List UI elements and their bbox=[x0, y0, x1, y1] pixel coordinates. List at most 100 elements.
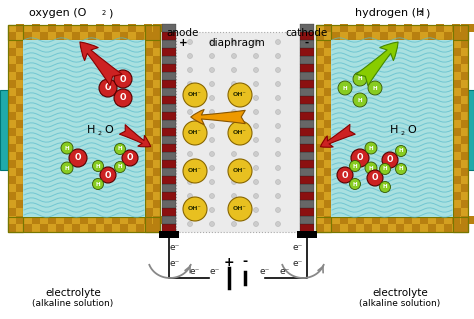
Bar bbox=[331, 40, 453, 217]
Bar bbox=[136, 224, 144, 232]
Bar bbox=[444, 32, 452, 40]
Circle shape bbox=[368, 81, 382, 95]
Circle shape bbox=[188, 81, 192, 86]
Circle shape bbox=[231, 221, 237, 226]
Circle shape bbox=[122, 150, 138, 166]
Circle shape bbox=[92, 160, 103, 172]
Bar bbox=[162, 184, 176, 192]
Bar bbox=[162, 192, 176, 200]
Bar bbox=[32, 24, 40, 32]
Bar bbox=[8, 208, 16, 216]
Text: H: H bbox=[96, 182, 100, 187]
Bar bbox=[316, 128, 324, 136]
Text: O: O bbox=[372, 174, 378, 182]
Circle shape bbox=[61, 162, 73, 174]
Bar bbox=[8, 217, 160, 232]
Bar bbox=[297, 231, 317, 238]
Bar bbox=[153, 168, 161, 176]
Bar bbox=[16, 24, 24, 32]
Bar bbox=[23, 40, 145, 217]
Bar bbox=[372, 24, 380, 32]
Bar bbox=[316, 192, 324, 200]
Text: electrolyte: electrolyte bbox=[372, 288, 428, 298]
Bar bbox=[316, 25, 468, 40]
Bar bbox=[453, 224, 461, 232]
Bar bbox=[145, 64, 153, 72]
Bar bbox=[162, 120, 176, 128]
Bar bbox=[16, 200, 24, 208]
Bar bbox=[380, 224, 388, 232]
Bar bbox=[300, 56, 314, 64]
Bar bbox=[153, 200, 161, 208]
Text: H: H bbox=[118, 165, 122, 169]
Bar bbox=[153, 104, 161, 112]
Bar bbox=[300, 32, 314, 40]
Text: e⁻: e⁻ bbox=[260, 268, 270, 277]
Bar bbox=[16, 88, 24, 96]
Bar bbox=[8, 25, 160, 40]
Bar bbox=[461, 216, 469, 224]
Bar bbox=[324, 200, 332, 208]
Text: O: O bbox=[357, 153, 363, 162]
Circle shape bbox=[231, 95, 237, 100]
Bar bbox=[324, 72, 332, 80]
Bar bbox=[300, 216, 314, 224]
Bar bbox=[388, 216, 396, 224]
Circle shape bbox=[275, 152, 281, 157]
Bar bbox=[340, 216, 348, 224]
Bar bbox=[452, 216, 460, 224]
Bar bbox=[324, 216, 332, 224]
Circle shape bbox=[275, 180, 281, 184]
Circle shape bbox=[367, 170, 383, 186]
Circle shape bbox=[275, 68, 281, 72]
Bar bbox=[348, 32, 356, 40]
Bar bbox=[162, 24, 176, 32]
Bar bbox=[8, 48, 16, 56]
Text: electrolyte: electrolyte bbox=[45, 288, 101, 298]
Bar bbox=[316, 208, 324, 216]
Bar bbox=[72, 32, 80, 40]
Text: $_2$: $_2$ bbox=[97, 129, 102, 137]
Bar bbox=[300, 152, 314, 160]
Text: H: H bbox=[353, 164, 357, 168]
Text: anode: anode bbox=[167, 28, 199, 38]
Bar bbox=[96, 216, 104, 224]
Bar bbox=[324, 120, 332, 128]
Bar bbox=[404, 216, 412, 224]
Bar bbox=[8, 25, 23, 232]
Bar bbox=[153, 216, 161, 224]
Text: e⁻: e⁻ bbox=[170, 243, 180, 253]
Bar bbox=[64, 216, 72, 224]
Bar bbox=[145, 32, 153, 40]
Bar bbox=[40, 32, 48, 40]
Bar bbox=[24, 224, 32, 232]
Text: H: H bbox=[390, 125, 398, 135]
Bar bbox=[8, 160, 16, 168]
Circle shape bbox=[183, 83, 207, 107]
Circle shape bbox=[275, 221, 281, 226]
Bar bbox=[404, 24, 412, 32]
Circle shape bbox=[254, 207, 258, 212]
Bar bbox=[396, 32, 404, 40]
Circle shape bbox=[275, 123, 281, 129]
Text: H: H bbox=[87, 125, 95, 135]
Circle shape bbox=[351, 149, 369, 167]
Bar bbox=[453, 48, 461, 56]
Bar bbox=[324, 24, 332, 32]
Circle shape bbox=[254, 81, 258, 86]
Bar bbox=[162, 200, 176, 208]
Bar bbox=[162, 208, 176, 216]
Text: H: H bbox=[343, 85, 347, 91]
Bar bbox=[300, 200, 314, 208]
Bar bbox=[8, 32, 16, 40]
Bar bbox=[428, 224, 436, 232]
Text: e⁻: e⁻ bbox=[190, 268, 200, 277]
Bar bbox=[364, 32, 372, 40]
Text: H: H bbox=[353, 182, 357, 187]
Bar bbox=[461, 152, 469, 160]
Bar bbox=[316, 32, 324, 40]
Circle shape bbox=[188, 221, 192, 226]
Bar bbox=[461, 72, 469, 80]
Circle shape bbox=[365, 162, 377, 174]
Bar bbox=[461, 120, 469, 128]
